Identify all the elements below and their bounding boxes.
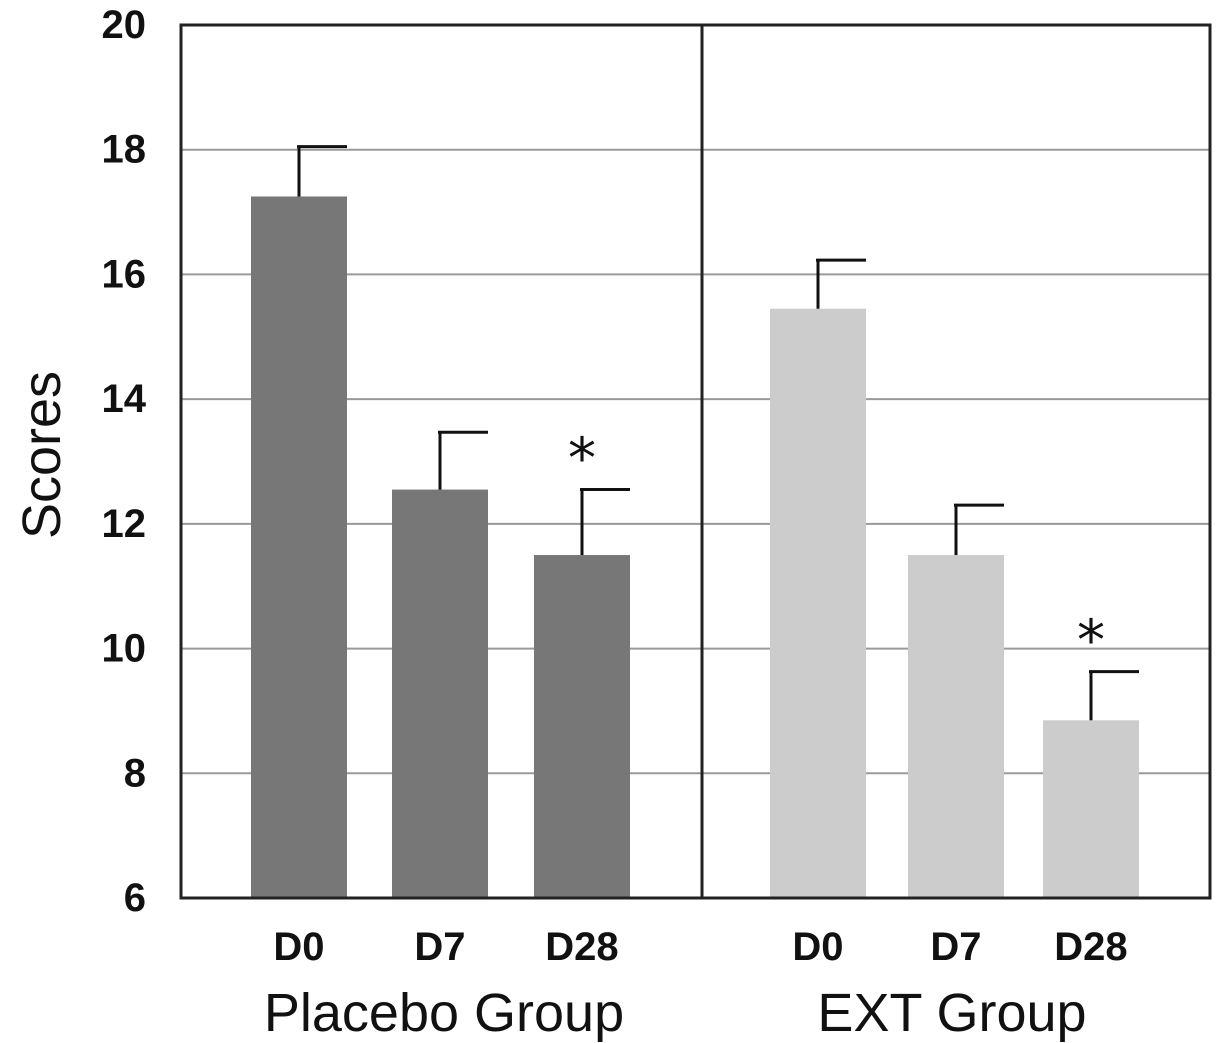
group-label: EXT Group (817, 983, 1086, 1043)
y-tick-label: 8 (124, 751, 146, 795)
bar-d0 (770, 308, 866, 899)
y-tick-label: 20 (102, 3, 147, 47)
chart-labels: 6 8 10 12 14 16 18 20 D0 D7 * D28 Placebo Group D0 D7 *… (12, 3, 1128, 1043)
y-tick-label: 12 (102, 502, 147, 546)
x-tick-label: D28 (545, 925, 618, 969)
x-tick-label: D7 (414, 925, 465, 969)
bars (251, 196, 1139, 899)
y-tick-label: 16 (102, 252, 147, 296)
x-tick-label: D28 (1054, 925, 1127, 969)
bar-d28 (1043, 720, 1139, 898)
y-tick-label: 6 (124, 876, 146, 920)
bar-d7 (908, 555, 1004, 898)
error-bars (297, 145, 1139, 721)
x-tick-label: D7 (930, 925, 981, 969)
significance-marker: * (568, 427, 596, 492)
significance-marker: * (1077, 609, 1105, 674)
y-axis-label: Scores (12, 371, 72, 539)
y-tick-label: 14 (102, 377, 147, 421)
x-tick-label: D0 (273, 925, 324, 969)
y-tick-label: 10 (102, 627, 147, 671)
bar-d28 (534, 555, 630, 898)
bar-d7 (392, 489, 488, 898)
plot-frame (179, 23, 1212, 900)
group-label: Placebo Group (264, 983, 624, 1043)
x-tick-label: D0 (792, 925, 843, 969)
grid-lines (181, 148, 1210, 775)
y-tick-label: 18 (102, 128, 147, 172)
plot-border (179, 23, 1212, 900)
bar-d0 (251, 196, 347, 898)
